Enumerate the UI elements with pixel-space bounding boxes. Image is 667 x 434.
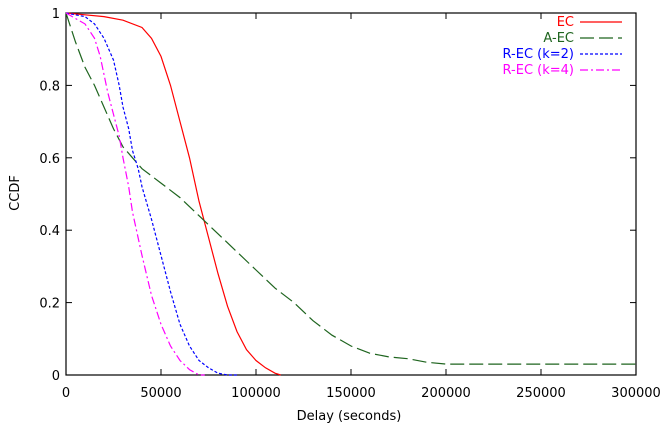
y-tick-label: 0.4 xyxy=(39,224,60,239)
x-tick-label: 150000 xyxy=(326,386,376,401)
x-tick-label: 200000 xyxy=(421,386,471,401)
y-tick-label: 0.6 xyxy=(39,152,60,167)
x-tick-label: 300000 xyxy=(611,386,661,401)
y-tick-label: 0 xyxy=(52,369,60,384)
legend-label-1: A-EC xyxy=(543,31,574,46)
series-line-1 xyxy=(65,12,636,365)
x-tick-label: 250000 xyxy=(516,386,566,401)
legend-label-3: R-EC (k=4) xyxy=(503,63,574,78)
x-tick-label: 50000 xyxy=(140,386,181,401)
y-tick-label: 0.8 xyxy=(39,79,60,94)
legend-label-0: EC xyxy=(557,15,574,30)
series-line-3 xyxy=(65,12,205,376)
y-tick-label: 0.2 xyxy=(39,297,60,312)
series-line-0 xyxy=(65,12,281,376)
series-line-2 xyxy=(65,12,237,376)
y-tick-label: 1 xyxy=(52,7,60,22)
x-tick-label: 0 xyxy=(62,386,70,401)
legend-label-2: R-EC (k=2) xyxy=(503,47,574,62)
y-axis-label: CCDF xyxy=(8,175,23,211)
x-axis-label: Delay (seconds) xyxy=(297,409,402,424)
x-tick-label: 100000 xyxy=(231,386,281,401)
